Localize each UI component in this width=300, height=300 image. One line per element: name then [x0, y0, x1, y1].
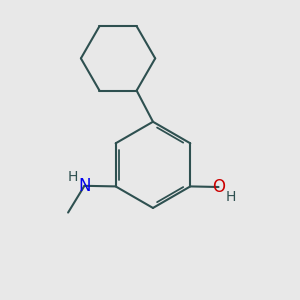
- Text: N: N: [78, 177, 91, 195]
- Text: H: H: [226, 190, 236, 203]
- Text: O: O: [212, 178, 225, 196]
- Text: H: H: [68, 170, 78, 184]
